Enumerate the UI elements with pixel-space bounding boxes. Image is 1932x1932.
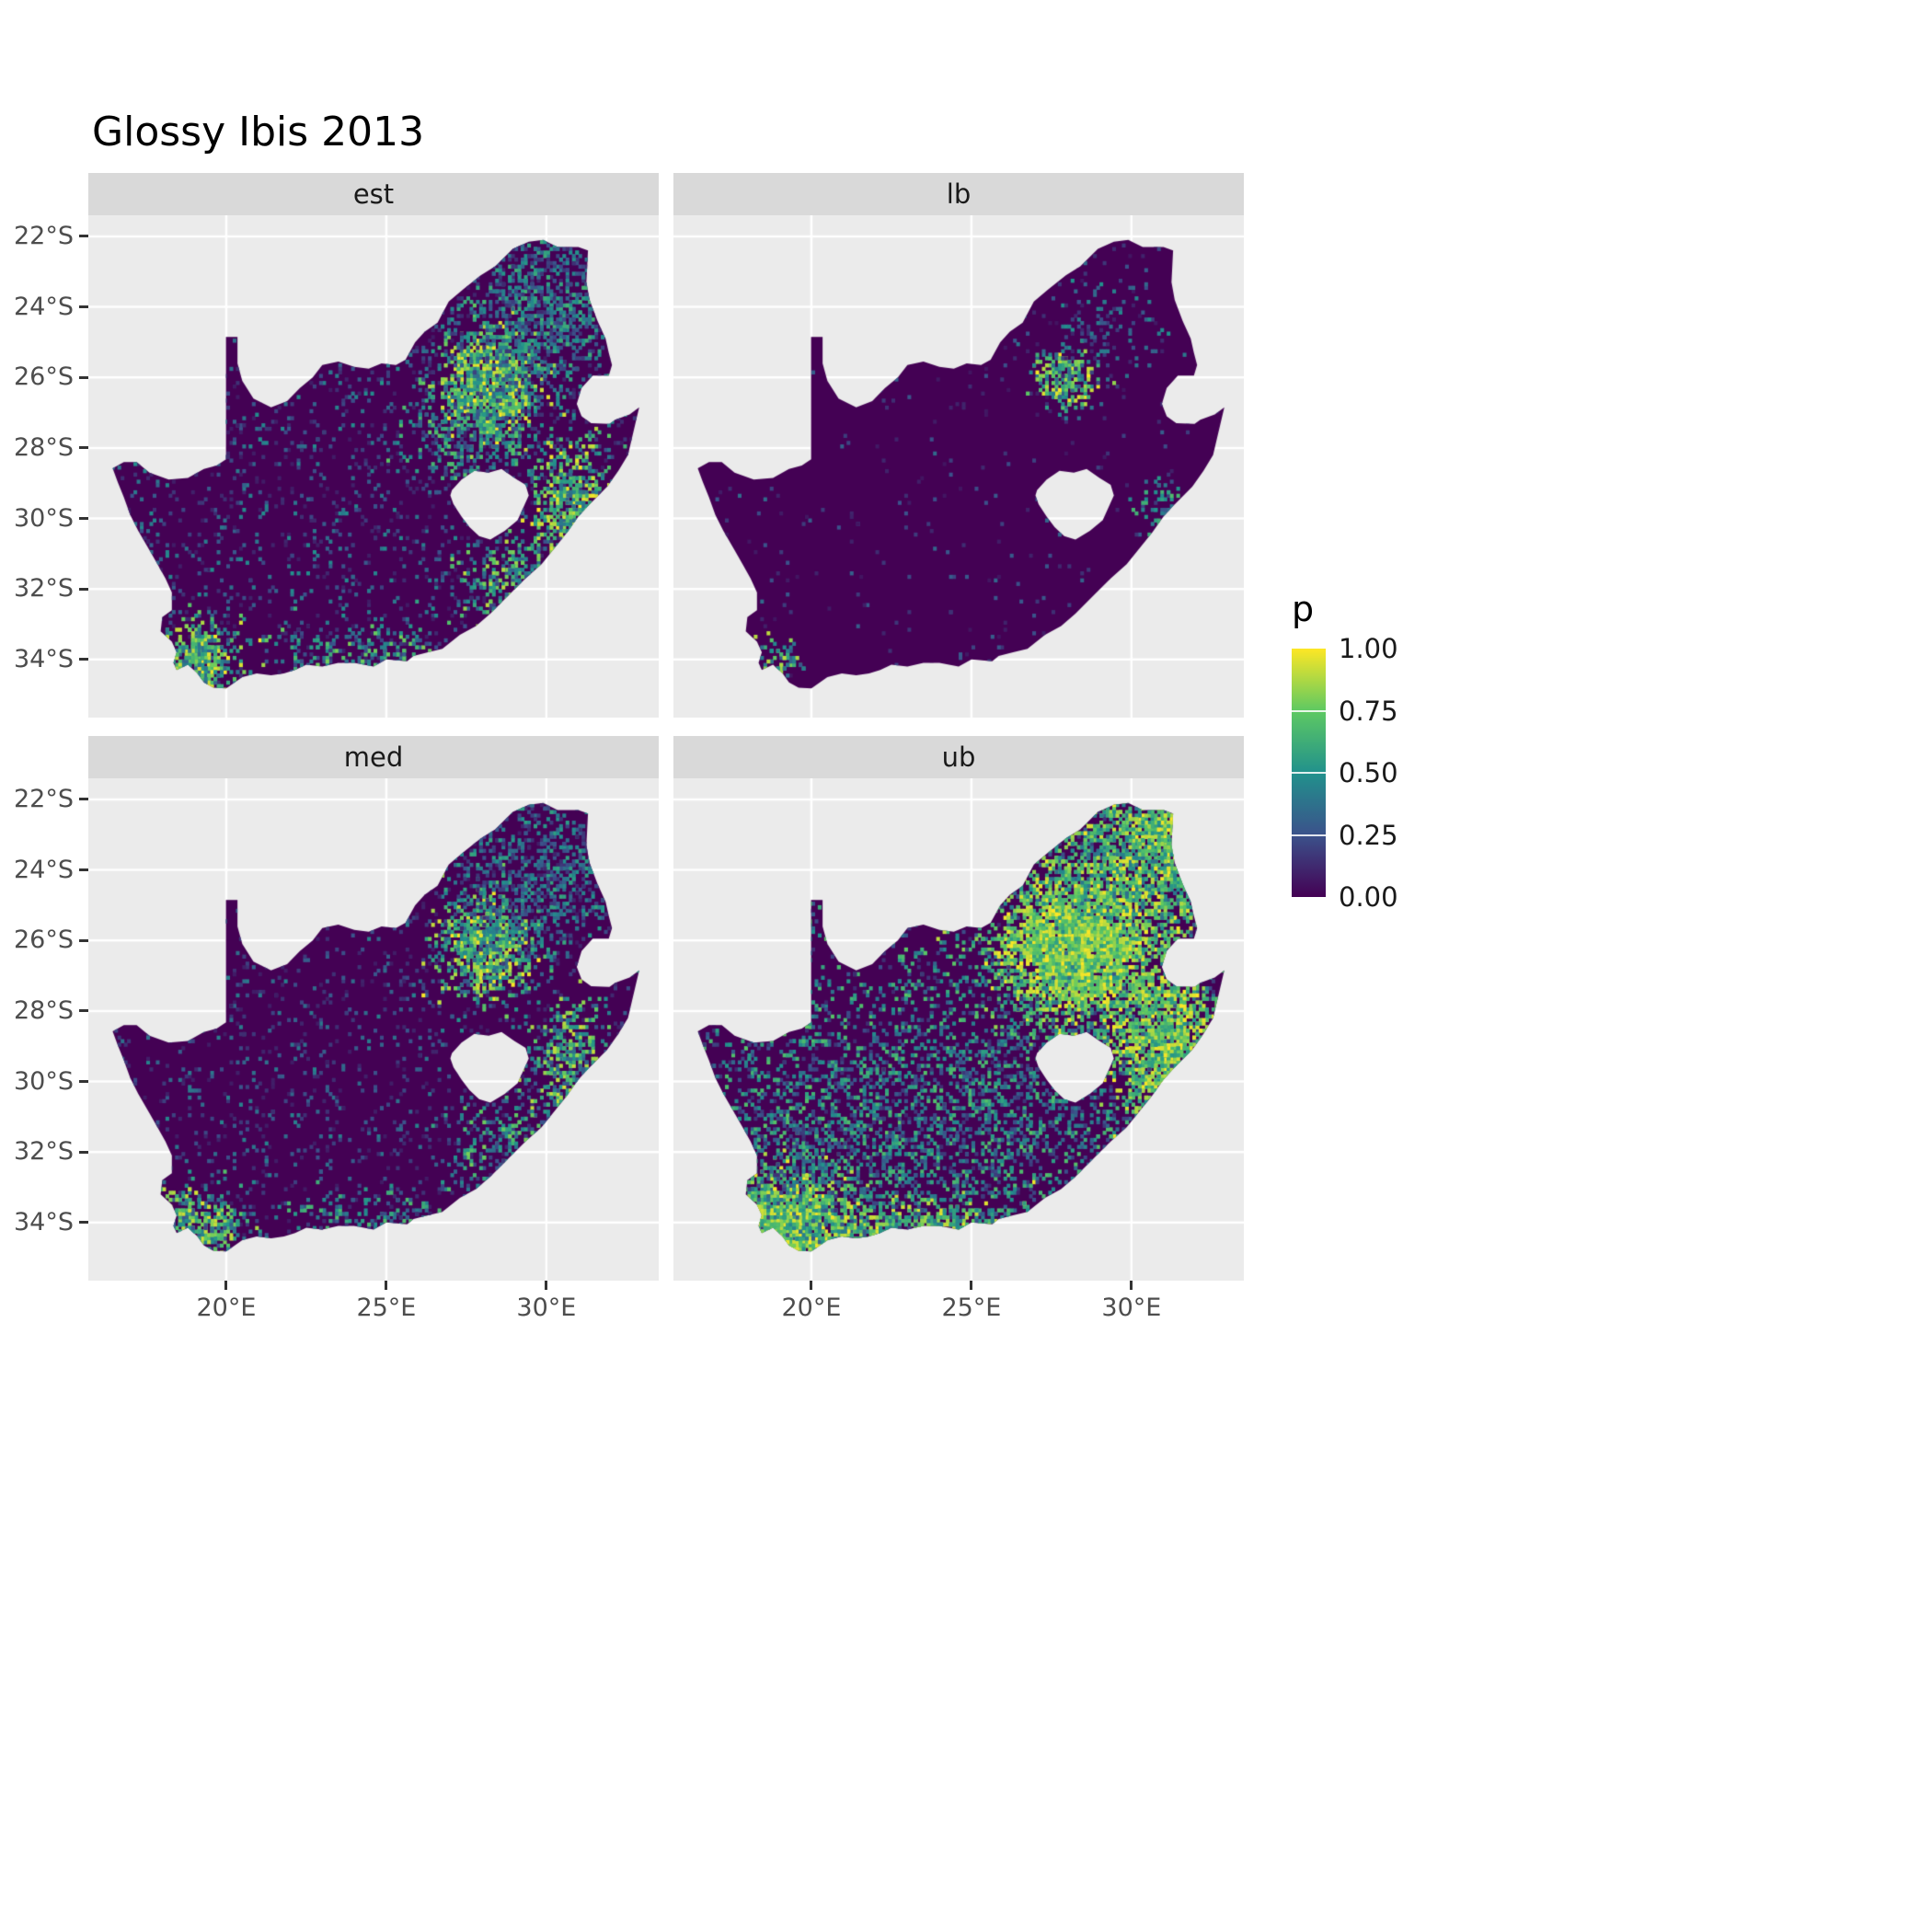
- facet-strip-label-ub: ub: [941, 742, 976, 773]
- y-axis-tick: [79, 375, 88, 379]
- legend-tick-label: 0.25: [1339, 819, 1398, 851]
- y-axis-tick: [79, 446, 88, 450]
- x-axis-tick-label: 30°E: [516, 1294, 577, 1322]
- y-axis-tick: [79, 798, 88, 801]
- facet-strip-med: med: [88, 736, 659, 778]
- y-axis-tick: [79, 658, 88, 661]
- legend-tick-label: 0.00: [1339, 881, 1398, 913]
- map-panel-ub: [673, 778, 1244, 1281]
- y-axis-tick: [79, 1080, 88, 1084]
- y-axis-tick-label: 28°S: [14, 995, 74, 1025]
- legend-tick-label: 0.50: [1339, 757, 1398, 788]
- y-axis-tick: [79, 1009, 88, 1013]
- y-axis-tick: [79, 868, 88, 872]
- map-panel-lb: [673, 215, 1244, 718]
- x-axis-tick: [970, 1281, 973, 1290]
- x-axis-tick-label: 25°E: [356, 1294, 417, 1322]
- x-axis-tick: [545, 1281, 548, 1290]
- y-axis-tick-label: 22°S: [14, 221, 74, 250]
- y-axis-tick-label: 34°S: [14, 644, 74, 673]
- y-axis-tick-label: 30°S: [14, 503, 74, 533]
- legend-tick-label: 1.00: [1339, 633, 1398, 664]
- x-axis-tick-label: 30°E: [1101, 1294, 1162, 1322]
- y-axis-tick: [79, 235, 88, 238]
- legend-tick: [1292, 834, 1326, 836]
- facet-strip-lb: lb: [673, 173, 1244, 215]
- facet-strip-label-est: est: [352, 178, 395, 210]
- x-axis-tick: [810, 1281, 813, 1290]
- y-axis-tick-label: 22°S: [14, 784, 74, 813]
- y-axis-tick-label: 28°S: [14, 432, 74, 462]
- facet-strip-est: est: [88, 173, 659, 215]
- y-axis-tick-label: 32°S: [14, 574, 74, 604]
- y-axis-tick-label: 24°S: [14, 855, 74, 884]
- legend-tick-label: 0.75: [1339, 695, 1398, 727]
- facet-strip-label-med: med: [343, 742, 404, 773]
- facet-strip-label-lb: lb: [946, 178, 972, 210]
- x-axis-tick: [224, 1281, 228, 1290]
- y-axis-tick-label: 24°S: [14, 292, 74, 321]
- map-panel-med: [88, 778, 659, 1281]
- x-axis-tick: [1130, 1281, 1133, 1290]
- x-axis-tick-label: 25°E: [941, 1294, 1002, 1322]
- y-axis-tick: [79, 1221, 88, 1225]
- x-axis-tick-label: 20°E: [196, 1294, 257, 1322]
- y-axis-tick: [79, 587, 88, 591]
- legend-tick: [1292, 709, 1326, 712]
- x-axis-tick-label: 20°E: [781, 1294, 842, 1322]
- y-axis-tick-label: 26°S: [14, 926, 74, 955]
- legend-tick: [1292, 772, 1326, 774]
- y-axis-tick: [79, 305, 88, 309]
- y-axis-tick: [79, 938, 88, 942]
- y-axis-tick: [79, 1150, 88, 1154]
- x-axis-tick: [385, 1281, 388, 1290]
- y-axis-tick: [79, 517, 88, 521]
- facet-strip-ub: ub: [673, 736, 1244, 778]
- map-panel-est: [88, 215, 659, 718]
- y-axis-tick-label: 32°S: [14, 1137, 74, 1167]
- y-axis-tick-label: 30°S: [14, 1066, 74, 1096]
- legend-title: p: [1292, 589, 1315, 629]
- y-axis-tick-label: 26°S: [14, 362, 74, 392]
- y-axis-tick-label: 34°S: [14, 1207, 74, 1236]
- plot-title: Glossy Ibis 2013: [92, 109, 425, 155]
